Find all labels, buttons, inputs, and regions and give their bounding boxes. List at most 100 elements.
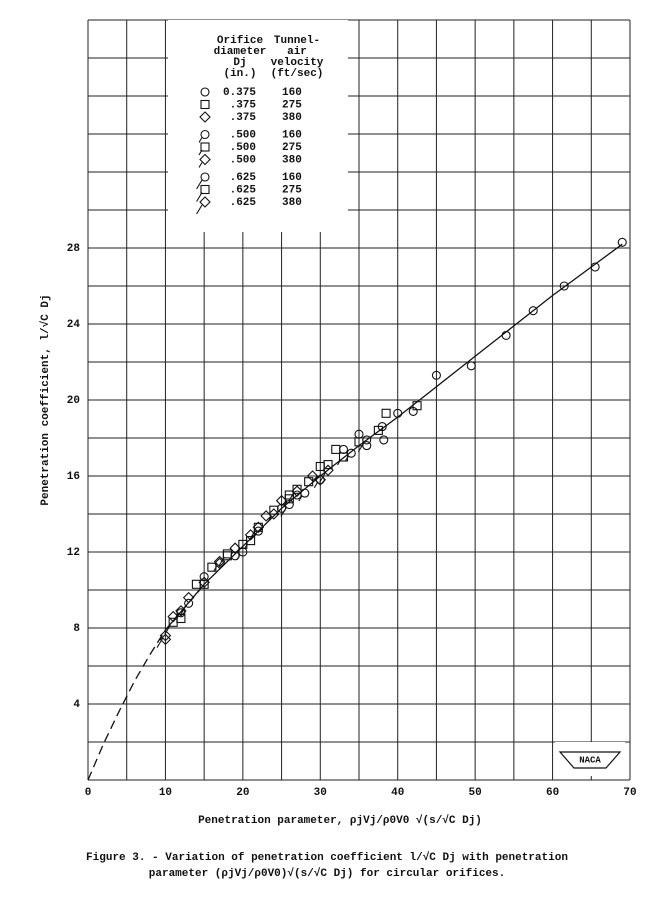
marker-tail <box>288 492 295 502</box>
legend-velocity: 380 <box>282 197 302 209</box>
legend-diameter: .375 <box>230 99 257 111</box>
data-point <box>381 408 391 418</box>
marker-shape <box>238 547 248 557</box>
marker-shape <box>331 444 341 454</box>
data-point <box>191 579 201 589</box>
marker-tail <box>198 149 203 156</box>
data-point <box>306 470 319 482</box>
marker-shape <box>338 444 349 454</box>
marker-tail <box>196 204 203 215</box>
marker-shape <box>191 579 201 589</box>
legend-velocity: 160 <box>282 87 302 99</box>
y-tick-label: 8 <box>73 623 80 635</box>
marker-tail <box>319 473 326 483</box>
data-point <box>164 617 178 635</box>
x-tick-label: 20 <box>236 787 249 799</box>
legend-header: (ft/sec) <box>271 68 324 80</box>
marker-tail <box>280 507 287 517</box>
y-tick-label: 16 <box>67 471 80 483</box>
data-point <box>412 401 422 411</box>
legend-marker <box>199 111 211 123</box>
marker-shape <box>159 629 172 642</box>
data-point <box>319 464 334 483</box>
marker-shape <box>200 142 210 152</box>
y-tick-label: 24 <box>67 319 81 331</box>
legend-header: diameter <box>214 46 267 58</box>
logo-wing <box>558 751 622 769</box>
marker-shape <box>315 461 325 472</box>
marker-shape <box>168 617 178 627</box>
marker-shape <box>200 87 210 97</box>
marker-shape <box>322 464 334 477</box>
marker-tail <box>156 638 163 648</box>
y-tick-label: 4 <box>73 699 80 711</box>
marker-shape <box>466 361 476 371</box>
marker-shape <box>184 598 194 608</box>
x-tick-label: 40 <box>391 787 404 799</box>
logo-text: NACA <box>579 755 601 765</box>
legend-diameter: .625 <box>230 197 257 209</box>
legend-header: Orifice <box>217 35 264 47</box>
marker-shape <box>199 196 211 208</box>
marker-shape <box>200 99 210 110</box>
y-tick-label: 12 <box>67 547 80 559</box>
legend-diameter: .500 <box>230 129 256 141</box>
legend-header: Tunnel- <box>274 35 320 47</box>
marker-tail <box>236 554 241 561</box>
legend-velocity: 275 <box>282 184 302 196</box>
data-point <box>288 484 302 502</box>
legend-marker <box>196 184 210 202</box>
legend-velocity: 160 <box>282 129 302 141</box>
marker-shape <box>431 370 441 380</box>
marker-tail <box>218 556 225 567</box>
x-tick-label: 70 <box>623 787 636 799</box>
caption-line: Figure 3. - Variation of penetration coe… <box>86 851 568 864</box>
legend-header: air <box>287 46 307 58</box>
marker-shape <box>379 435 389 445</box>
legend-marker <box>196 172 210 190</box>
marker-shape <box>304 477 314 487</box>
marker-shape <box>617 237 627 247</box>
marker-shape <box>362 435 372 445</box>
data-point <box>331 444 341 454</box>
legend-marker <box>196 196 211 215</box>
data-point <box>617 237 627 247</box>
marker-shape <box>528 306 538 316</box>
data-point <box>304 477 314 487</box>
marker-shape <box>176 608 186 618</box>
legend-velocity: 275 <box>282 99 302 111</box>
marker-tail <box>198 162 203 168</box>
data-point <box>466 361 476 371</box>
marker-shape <box>200 184 210 195</box>
marker-shape <box>199 153 211 166</box>
legend-marker <box>200 99 210 110</box>
data-point <box>315 461 325 472</box>
data-point <box>357 435 372 453</box>
x-tick-label: 60 <box>546 787 559 799</box>
y-tick-label: 20 <box>67 395 80 407</box>
marker-shape <box>222 549 232 559</box>
marker-tail <box>196 192 203 202</box>
legend-header: (in.) <box>223 68 256 80</box>
y-axis-label: Penetration coefficient, l/√C Dj <box>39 294 52 505</box>
legend-diameter: 0.375 <box>223 87 256 99</box>
extrapolation-line <box>87 629 166 781</box>
legend-diameter: .625 <box>230 172 257 184</box>
marker-shape <box>300 488 310 498</box>
legend-diameter: .625 <box>230 184 257 196</box>
legend-marker <box>198 129 210 143</box>
data-point <box>528 306 538 316</box>
marker-shape <box>381 408 391 418</box>
legend-box <box>168 20 348 232</box>
marker-shape <box>200 172 210 182</box>
marker-shape <box>373 425 383 435</box>
legend-velocity: 380 <box>282 112 302 124</box>
marker-tail <box>313 482 318 489</box>
marker-shape <box>246 536 256 546</box>
marker-shape <box>559 281 569 291</box>
marker-tail <box>213 566 218 572</box>
legend-diameter: .375 <box>230 112 257 124</box>
marker-shape <box>199 111 211 123</box>
marker-shape <box>412 401 422 411</box>
